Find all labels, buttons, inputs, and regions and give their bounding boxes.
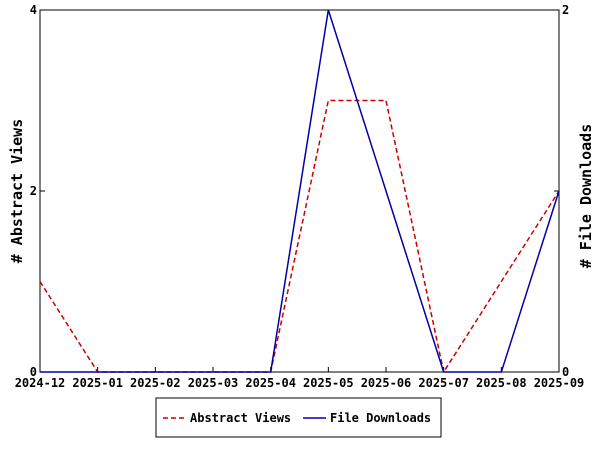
x-tick-label: 2025-01: [72, 376, 123, 390]
x-tick-label: 2025-05: [303, 376, 354, 390]
legend: Abstract Views File Downloads: [155, 397, 442, 438]
y-right-tick-label: 0: [562, 365, 569, 379]
x-tick-label: 2025-09: [534, 376, 585, 390]
axes: 2024-12 2025-01 2025-02 2025-03 2025-04 2025-…: [15, 3, 585, 390]
x-tick-label: 2025-07: [418, 376, 469, 390]
legend-box: [155, 397, 442, 438]
x-tick-label: 2025-03: [188, 376, 239, 390]
x-tick-label: 2024-12: [15, 376, 66, 390]
x-tick-label: 2025-08: [476, 376, 527, 390]
x-tick-label: 2025-04: [245, 376, 296, 390]
x-tick-label: 2025-02: [130, 376, 181, 390]
y-axis-left-label: # Abstract Views: [8, 119, 26, 264]
series-line-file-downloads: [40, 9, 560, 373]
x-tick-label: 2025-06: [361, 376, 412, 390]
y-axis-right-label: # File Downloads: [577, 124, 595, 269]
y-left-tick-label: 4: [30, 3, 37, 17]
y-right-tick-label: 2: [562, 3, 569, 17]
y-left-tick-label: 2: [30, 184, 37, 198]
legend-label-file-downloads: File Downloads: [330, 411, 431, 425]
legend-label-abstract-views: Abstract Views: [190, 411, 291, 425]
y-left-tick-label: 0: [30, 365, 37, 379]
series-layer: [39, 9, 560, 374]
